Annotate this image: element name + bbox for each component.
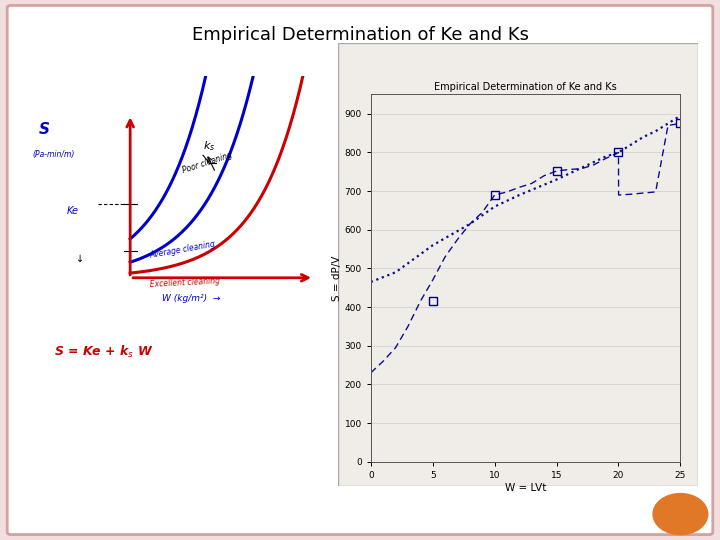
Y-axis label: S = dP/V: S = dP/V [332, 255, 342, 301]
Title: Empirical Determination of Ke and Ks: Empirical Determination of Ke and Ks [434, 82, 617, 92]
Text: S = Ke + k$_s$ W: S = Ke + k$_s$ W [54, 343, 153, 360]
Text: $\mathit{k_s}$: $\mathit{k_s}$ [203, 139, 215, 153]
Text: Poor cleaning: Poor cleaning [181, 150, 233, 175]
Text: Ke: Ke [67, 206, 78, 215]
FancyBboxPatch shape [338, 43, 698, 486]
Text: (Pa-min/m): (Pa-min/m) [32, 150, 74, 159]
Text: S: S [38, 122, 49, 137]
FancyBboxPatch shape [7, 5, 713, 535]
Text: W (kg/m²)  →: W (kg/m²) → [162, 294, 220, 303]
X-axis label: W = LVt: W = LVt [505, 483, 546, 492]
Text: Empirical Determination of Ke and Ks: Empirical Determination of Ke and Ks [192, 26, 528, 44]
Text: ↓: ↓ [76, 254, 84, 264]
Text: Excellent cleaning: Excellent cleaning [149, 277, 220, 289]
Text: Average cleaning: Average cleaning [149, 240, 217, 260]
